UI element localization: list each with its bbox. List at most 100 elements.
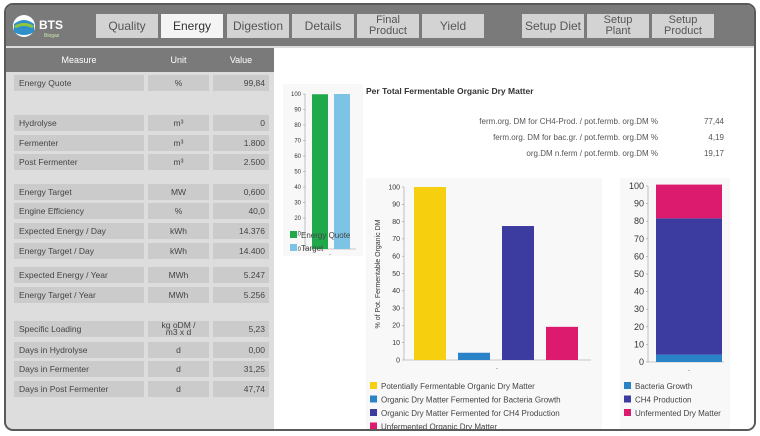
row-unit: m³ (148, 135, 209, 151)
row-unit: d (148, 361, 209, 377)
x-tick-label: - (496, 366, 498, 372)
legend-label: Unfermented Dry Matter (635, 409, 721, 418)
y-tick-label: 40 (392, 288, 400, 295)
row-label: Expected Energy / Year (14, 267, 144, 283)
column-value: Value (229, 55, 253, 65)
row-label: Energy Target / Year (14, 287, 144, 303)
row-unit: kWh (148, 243, 209, 259)
app-window: BTS Biogas Quality Energy Digestion Deta… (4, 3, 756, 431)
y-tick-label: 50 (294, 170, 301, 176)
tab-yield[interactable]: Yield (422, 14, 484, 38)
row-unit: d (148, 342, 209, 358)
row-unit: kWh (148, 223, 209, 239)
row-label: Post Fermenter (14, 154, 144, 170)
legend-swatch (370, 395, 377, 403)
row-label: Days in Hydrolyse (14, 342, 144, 358)
stat-value: 77,44 (703, 117, 724, 126)
y-tick-label: 40 (634, 287, 644, 297)
row-value: 14.376 (213, 223, 269, 239)
chart-organic-dry-matter: 0 10 20 30 40 50 60 70 80 90 100 - % of Pot. Ferment… (366, 178, 602, 429)
y-tick-label: 30 (634, 304, 644, 314)
legend-swatch (624, 409, 631, 416)
bar-target (334, 94, 350, 249)
y-axis-title: % of Pot. Fermentable Organic DM (375, 219, 382, 328)
brand-name: BTS (39, 18, 63, 32)
legend-label: Bacteria Growth (635, 382, 692, 391)
row-value: 5,23 (213, 321, 269, 337)
y-tick-label: 0 (298, 247, 302, 253)
y-tick-label: 70 (392, 236, 400, 243)
row-label: Engine Efficiency (14, 203, 144, 219)
legend-swatch (370, 409, 377, 416)
legend-label: Organic Dry Matter Fermented for CH4 Pro… (381, 409, 560, 418)
y-tick-label: 60 (392, 254, 400, 261)
legend-swatch (624, 395, 631, 403)
chart-stacked-distribution-svg: 0 10 20 30 40 50 60 70 80 90 100 - Bacteria Growth CH… (624, 181, 724, 418)
row-value: 14.400 (213, 243, 269, 259)
legend-label: Energy Quote (301, 231, 351, 240)
setup-product-button[interactable]: Setup Product (652, 14, 714, 38)
bts-logo-icon: BTS Biogas (13, 15, 63, 39)
row-label: Days in Post Fermenter (14, 381, 144, 397)
row-label: Energy Quote (14, 75, 144, 91)
y-tick-label: 20 (634, 322, 644, 332)
tab-details[interactable]: Details (292, 14, 354, 38)
setup-plant-button[interactable]: Setup Plant (587, 14, 649, 38)
row-label: Specific Loading (14, 321, 144, 337)
row-unit: % (148, 203, 209, 219)
chart-organic-dry-matter-svg: 0 10 20 30 40 50 60 70 80 90 100 - % of Pot. Ferment… (370, 184, 591, 429)
y-tick-label: 0 (396, 357, 400, 364)
stat-label: org.DM n.ferm / pot.fermb. org.DM % (526, 149, 658, 158)
y-tick-label: 90 (634, 199, 644, 209)
bar-energy-quote (312, 94, 328, 249)
chart-energy-quote: 0 10 20 30 40 50 60 70 80 90 100 - (283, 84, 363, 258)
y-tick-label: 20 (392, 323, 400, 330)
y-tick-label: 50 (634, 269, 644, 279)
row-label: Energy Target (14, 184, 144, 200)
y-tick-label: 10 (634, 339, 644, 349)
row-value: 99,84 (213, 75, 269, 91)
row-value: 5.256 (213, 287, 269, 303)
y-tick-label: 70 (294, 139, 301, 145)
tab-final-product[interactable]: Final Product (357, 14, 419, 38)
y-tick-label: 10 (294, 232, 301, 238)
tab-quality[interactable]: Quality (96, 14, 158, 38)
column-measure: Measure (61, 55, 97, 65)
row-unit: MW (148, 184, 209, 200)
row-unit: m³ (148, 115, 209, 131)
legend-label: Potentially Fermentable Organic Dry Matt… (381, 382, 535, 391)
chart-stacked-distribution: 0 10 20 30 40 50 60 70 80 90 100 - Bacteria Growth CH… (620, 178, 730, 429)
y-tick-label: 60 (294, 154, 301, 160)
y-tick-label: 100 (629, 181, 644, 191)
row-unit: MWh (148, 267, 209, 283)
y-tick-label: 40 (294, 185, 301, 191)
bar-series-2 (458, 352, 490, 360)
legend-swatch (370, 422, 377, 429)
row-unit: MWh (148, 287, 209, 303)
y-tick-label: 10 (392, 340, 400, 347)
x-tick-label: - (329, 252, 331, 256)
stat-label: ferm.org. DM for bac.gr. / pot.fermb. or… (493, 133, 658, 142)
legend-label: CH4 Production (635, 396, 691, 405)
stat-value: 4,19 (708, 133, 724, 142)
row-unit: kg oDM / m3 x d (148, 320, 209, 337)
row-value: 40,0 (213, 203, 269, 219)
y-tick-label: 90 (294, 108, 301, 114)
tab-digestion[interactable]: Digestion (227, 14, 289, 38)
chart-energy-legend: Energy Quote Target (290, 231, 351, 253)
row-value: 0 (213, 115, 269, 131)
brand-tagline: Biogas (44, 33, 60, 39)
column-unit: Unit (170, 55, 187, 65)
legend-swatch (624, 382, 631, 389)
legend-swatch (290, 244, 297, 251)
stack-segment-2 (656, 218, 722, 355)
bar-series-3 (502, 226, 534, 360)
row-label: Days in Fermenter (14, 361, 144, 377)
setup-diet-button[interactable]: Setup Diet (522, 14, 584, 38)
row-value: 0,600 (213, 184, 269, 200)
row-unit: d (148, 381, 209, 397)
row-value: 5.247 (213, 267, 269, 283)
y-tick-label: 60 (634, 251, 644, 261)
y-tick-label: 80 (294, 123, 301, 129)
tab-energy[interactable]: Energy (161, 14, 223, 38)
